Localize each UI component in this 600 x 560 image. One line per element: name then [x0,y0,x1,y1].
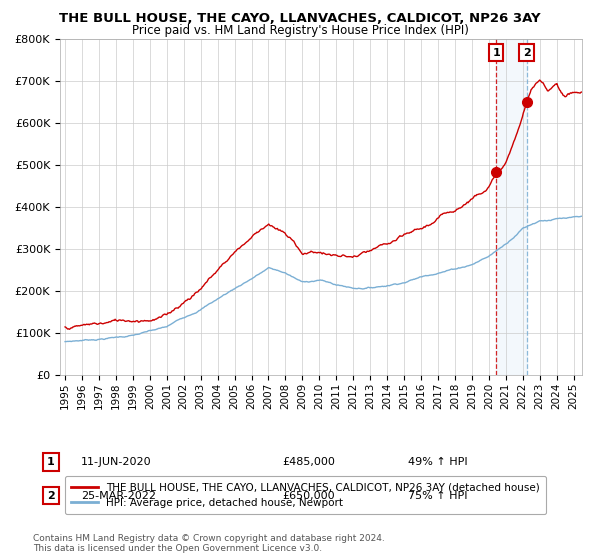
Text: Price paid vs. HM Land Registry's House Price Index (HPI): Price paid vs. HM Land Registry's House … [131,24,469,36]
Text: £485,000: £485,000 [282,457,335,467]
Text: THE BULL HOUSE, THE CAYO, LLANVACHES, CALDICOT, NP26 3AY: THE BULL HOUSE, THE CAYO, LLANVACHES, CA… [59,12,541,25]
Text: 25-MAR-2022: 25-MAR-2022 [81,491,156,501]
Text: 2: 2 [47,491,55,501]
Text: 75% ↑ HPI: 75% ↑ HPI [408,491,467,501]
Text: 49% ↑ HPI: 49% ↑ HPI [408,457,467,467]
Text: 1: 1 [47,457,55,467]
Text: £650,000: £650,000 [282,491,335,501]
Text: 11-JUN-2020: 11-JUN-2020 [81,457,152,467]
Legend: THE BULL HOUSE, THE CAYO, LLANVACHES, CALDICOT, NP26 3AY (detached house), HPI: : THE BULL HOUSE, THE CAYO, LLANVACHES, CA… [65,476,546,514]
Text: 1: 1 [493,48,500,58]
Bar [496,39,527,375]
Text: 2: 2 [523,48,530,58]
Text: Contains HM Land Registry data © Crown copyright and database right 2024.
This d: Contains HM Land Registry data © Crown c… [33,534,385,553]
